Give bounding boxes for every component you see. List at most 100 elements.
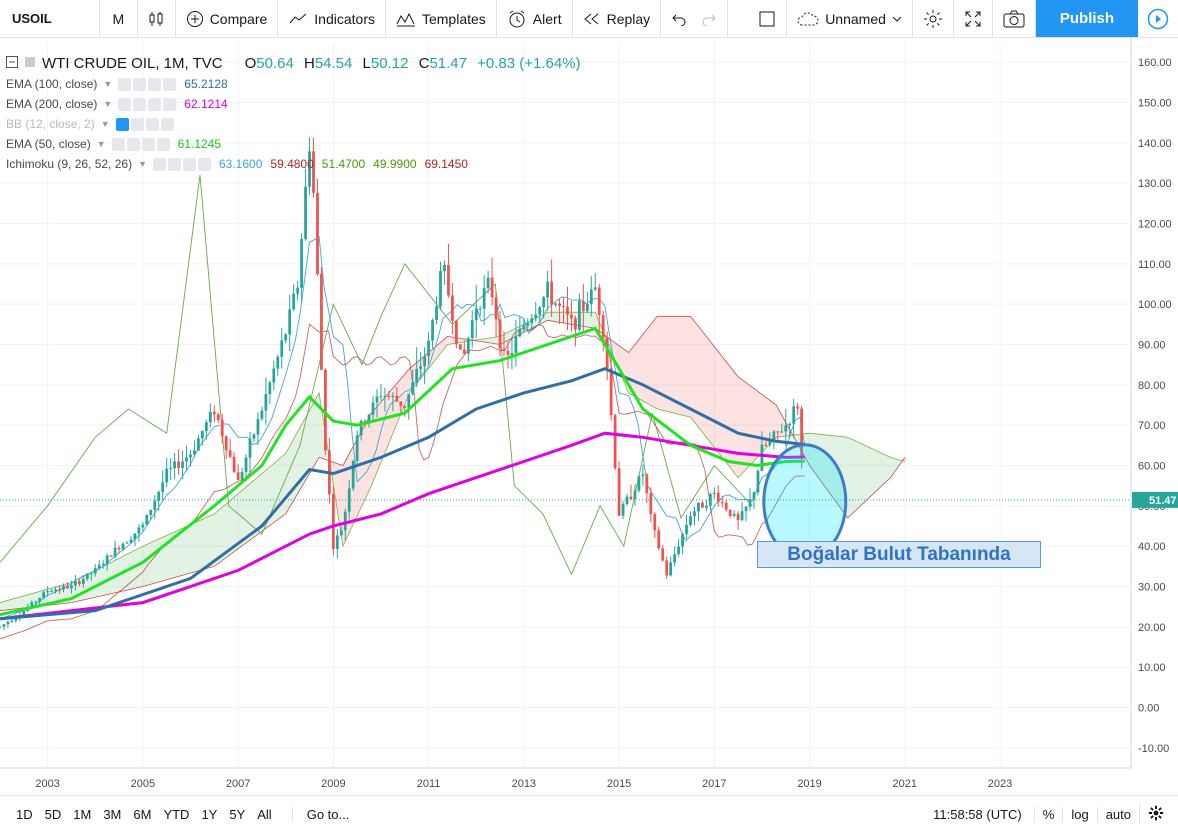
candle-body [538, 307, 542, 315]
range-button[interactable]: 1Y [201, 807, 218, 822]
symbol-search[interactable]: USOIL [0, 0, 100, 37]
price-axis[interactable]: 160.00 150.00 140.00 130.00 120.00 110.00 100.… [1130, 38, 1178, 768]
candle-body [252, 434, 256, 439]
range-button[interactable]: 5Y [229, 807, 246, 822]
collapse-icon[interactable] [6, 55, 18, 72]
price-tick-label: 90.00 [1138, 340, 1166, 352]
candle-body [268, 382, 272, 395]
range-button[interactable]: 1D [16, 807, 33, 822]
chevron-down-icon[interactable]: ▼ [100, 119, 110, 129]
range-button[interactable]: YTD [163, 807, 190, 822]
chevron-down-icon[interactable]: ▼ [103, 79, 113, 89]
indicator-legend-row[interactable]: Ichimoku (9, 26, 52, 26) ▼ 63.1600 59.4800 5… [6, 154, 581, 174]
close-icon[interactable] [198, 157, 211, 171]
gear-icon[interactable] [168, 157, 181, 171]
range-button[interactable]: 1M [73, 807, 92, 822]
chart-annotation-label[interactable]: Boğalar Bulut Tabanında [757, 541, 1041, 568]
gear-icon[interactable] [133, 77, 147, 91]
layout-name-button[interactable]: Unnamed [787, 0, 913, 37]
time-tick-label: 2009 [321, 778, 345, 790]
range-button[interactable]: 5D [44, 807, 62, 822]
cloud-segment [16, 597, 20, 609]
plus-icon[interactable] [141, 137, 155, 151]
cloud-segment [176, 530, 179, 578]
log-toggle[interactable]: log [1062, 807, 1096, 822]
chart-style-button[interactable] [138, 0, 176, 37]
candle-body [379, 396, 383, 398]
eye-icon[interactable] [118, 77, 132, 91]
cloud-segment [485, 338, 489, 343]
fullscreen-toggle-square[interactable] [748, 0, 788, 37]
close-icon[interactable] [160, 117, 174, 131]
candle-body [141, 524, 145, 528]
eye-icon[interactable] [118, 97, 132, 111]
play-button[interactable] [1138, 0, 1178, 37]
percent-toggle[interactable]: % [1033, 807, 1063, 822]
chevron-down-icon[interactable]: ▼ [96, 139, 106, 149]
cloud-segment [697, 325, 701, 430]
indicator-legend-row[interactable]: EMA (50, close) ▼ 61.1245 [6, 134, 581, 154]
gear-icon[interactable] [133, 97, 147, 111]
chevron-down-icon[interactable]: ▼ [103, 99, 113, 109]
range-button[interactable]: 3M [103, 807, 122, 822]
alert-button[interactable]: Alert [497, 0, 573, 37]
cloud-segment [166, 534, 170, 580]
interval-button[interactable]: M [100, 0, 138, 37]
candle-body [46, 591, 50, 593]
range-button[interactable]: 6M [133, 807, 152, 822]
cloud-segment [371, 410, 374, 486]
candle-body [300, 239, 303, 288]
cloud-segment [680, 316, 684, 416]
cloud-segment [435, 344, 439, 360]
redo-icon[interactable] [701, 12, 717, 26]
conversion-line [0, 235, 806, 620]
snapshot-button[interactable] [993, 0, 1036, 37]
eye-icon[interactable] [153, 157, 166, 171]
cloud-segment [23, 595, 27, 609]
candle-body [593, 287, 597, 290]
plus-icon[interactable] [148, 77, 162, 91]
plus-icon[interactable] [148, 97, 162, 111]
goto-button[interactable]: Go to... [291, 807, 349, 822]
replay-button[interactable]: Replay [573, 0, 662, 37]
gear-icon[interactable] [130, 117, 144, 131]
utc-clock[interactable]: 11:58:58 (UTC) [933, 807, 1022, 822]
price-tick-label: 20.00 [1138, 622, 1166, 634]
fullscreen-button[interactable] [954, 0, 993, 37]
cloud-segment [459, 338, 462, 343]
close-icon[interactable] [163, 97, 177, 111]
publish-button[interactable]: Publish [1035, 0, 1139, 37]
cloud-segment [876, 450, 879, 492]
candle-body [597, 287, 601, 316]
range-button[interactable]: All [257, 807, 272, 822]
cloud-segment [128, 552, 131, 590]
gear-icon[interactable] [126, 137, 140, 151]
indicator-legend-row[interactable]: EMA (100, close) ▼ 65.2128 [6, 74, 581, 94]
indicator-legend-row[interactable]: EMA (200, close) ▼ 62.1214 [6, 94, 581, 114]
time-axis[interactable]: 2003 2005 2007 2009 2011 2013 2015 2017 2019 2021… [0, 767, 1131, 790]
templates-button[interactable]: Templates [386, 0, 497, 37]
close-icon[interactable] [163, 77, 177, 91]
undo-icon[interactable] [671, 12, 687, 26]
plus-icon[interactable] [183, 157, 196, 171]
indicator-icon [288, 10, 308, 28]
eye-icon[interactable] [115, 117, 129, 131]
indicators-button[interactable]: Indicators [278, 0, 386, 37]
cloud-segment [892, 458, 896, 475]
plus-icon[interactable] [145, 117, 159, 131]
settings-button[interactable] [913, 0, 954, 37]
cloud-segment [214, 511, 217, 567]
cloud-segment [557, 312, 560, 323]
price-chart[interactable]: 160.00 150.00 140.00 130.00 120.00 110.00 100.… [0, 38, 1178, 795]
candle-body [454, 320, 458, 345]
cloud-segment [133, 549, 136, 589]
chart-settings-button[interactable] [1139, 805, 1178, 824]
auto-toggle[interactable]: auto [1096, 807, 1139, 822]
cloud-segment [33, 592, 36, 607]
cloud-segment [173, 531, 177, 578]
indicator-legend-row[interactable]: BB (12, close, 2) ▼ [6, 114, 581, 134]
close-icon[interactable] [156, 137, 170, 151]
chevron-down-icon[interactable]: ▼ [138, 159, 147, 169]
compare-button[interactable]: Compare [176, 0, 279, 37]
eye-icon[interactable] [111, 137, 125, 151]
